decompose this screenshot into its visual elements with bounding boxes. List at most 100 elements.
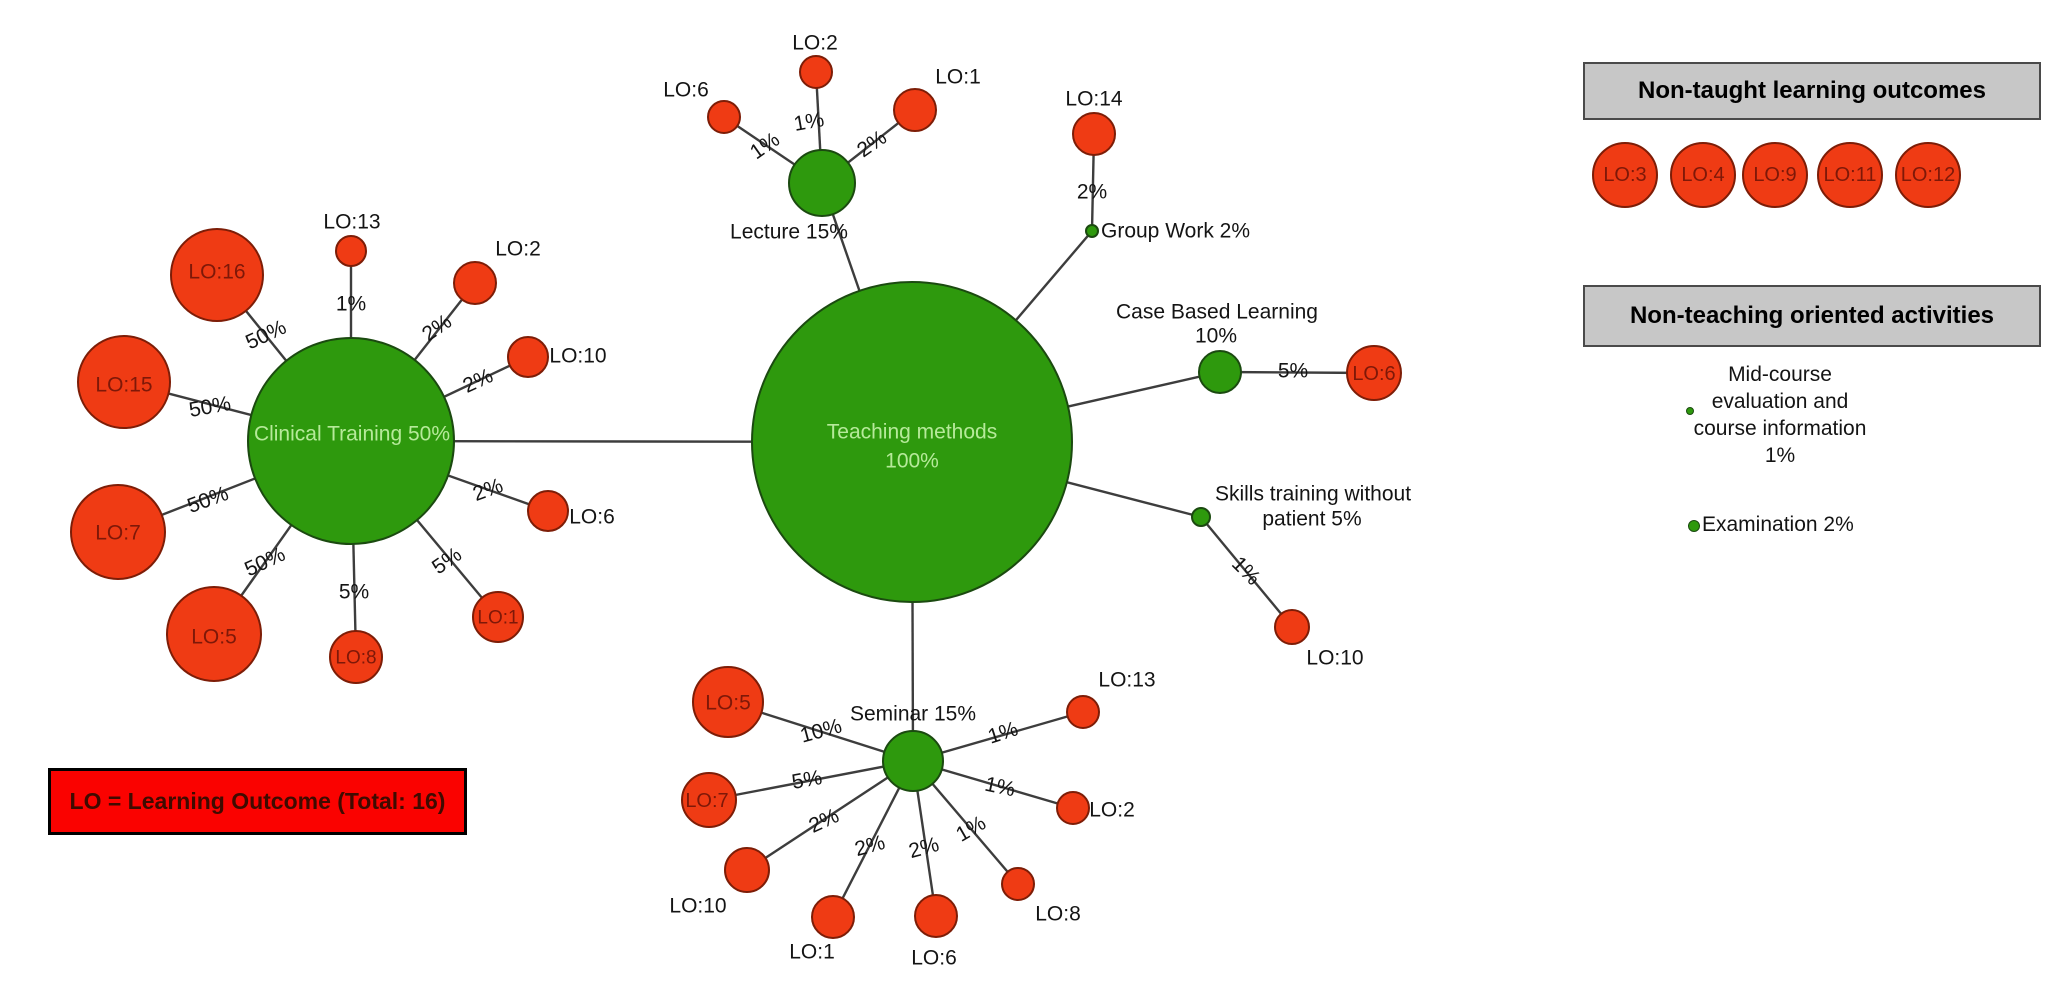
label-ski_lo10: LO:10 [1306,647,1363,670]
node-seminar [882,730,944,792]
label-sem_lo1: LO:1 [789,941,835,964]
node-sem_lo6 [914,894,958,938]
edge-label-seminar-sem_lo2: 1% [983,773,1017,802]
edge-label-clinical-cli_lo15: 50% [187,392,232,422]
edge-label-seminar-sem_lo6: 2% [906,833,941,863]
midcourse-dot [1686,407,1694,415]
edge-label-seminar-sem_lo13: 1% [985,717,1021,748]
node-sem_lo7 [681,772,737,828]
node-sem_lo5 [692,666,764,738]
examination-dot [1688,520,1700,532]
non-taught-circle-lo3: LO:3 [1592,142,1658,208]
label-cli_lo16: LO:16 [188,261,245,284]
edge-label-clinical-cli_lo10: 2% [459,364,496,398]
label-clinical: Clinical Training 50% [254,423,450,446]
node-lecture [788,149,856,217]
node-cli_lo7 [70,484,166,580]
midcourse-label: Mid-course evaluation and course informati… [1640,361,1920,469]
label-lecture: Lecture 15% [730,221,848,244]
node-cli_lo15 [77,335,171,429]
edge-label-skills-ski_lo10: 1% [1227,552,1265,590]
label-cbl-0: Case Based Learning [1116,301,1318,324]
label-sem_lo10: LO:10 [669,895,726,918]
label-seminar: Seminar 15% [850,703,976,726]
node-sem_lo13 [1066,695,1100,729]
edge-label-clinical-cli_lo7: 50% [184,482,231,518]
edge-label-lecture-lec_lo6: 1% [746,128,784,164]
label-cli_lo7: LO:7 [95,522,141,545]
label-cbl-1: 10% [1195,325,1237,348]
non-taught-header: Non-taught learning outcomes [1583,62,2041,120]
non-taught-circle-lo9: LO:9 [1742,142,1808,208]
edge-label-seminar-sem_lo5: 10% [798,714,845,747]
label-sem_lo7: LO:7 [685,790,728,812]
non-teaching-header: Non-teaching oriented activities [1583,285,2041,347]
node-lec_lo1 [893,88,937,132]
label-skills-0: Skills training without [1215,483,1411,506]
label-cli_lo10: LO:10 [549,345,606,368]
node-cli_lo8 [329,630,383,684]
edge-label-lecture-lec_lo2: 1% [792,108,826,136]
label-lec_lo2: LO:2 [792,32,838,55]
node-clinical [247,337,455,545]
edge-label-clinical-cli_lo8: 5% [339,581,369,604]
node-sem_lo1 [811,895,855,939]
label-cli_lo8: LO:8 [335,648,376,669]
edge-label-seminar-sem_lo8: 1% [952,811,990,846]
node-ski_lo10 [1274,609,1310,645]
examination-label: Examination 2% [1702,513,1854,536]
node-sem_lo2 [1056,791,1090,825]
label-lo14: LO:14 [1065,88,1123,111]
edge-seminar-sem_lo10 [746,759,914,872]
label-cli_lo6: LO:6 [569,506,615,529]
label-lec_lo6: LO:6 [663,79,709,102]
node-lo14 [1072,112,1116,156]
non-taught-circle-lo11: LO:11 [1817,142,1883,208]
label-teaching-1: 100% [885,450,939,473]
edge-label-clinical-cli_lo5: 50% [241,543,289,582]
label-sem_lo5: LO:5 [705,692,751,715]
label-sem_lo8: LO:8 [1035,903,1081,926]
label-sem_lo2: LO:2 [1089,799,1135,822]
edge-skills-ski_lo10 [1200,516,1293,628]
midcourse-line: 1% [1764,443,1796,467]
edge-label-seminar-sem_lo10: 2% [805,804,842,838]
node-skills [1191,507,1211,527]
node-cbl_lo6 [1346,345,1402,401]
edge-seminar-sem_lo7 [708,759,914,802]
label-lec_lo1: LO:1 [935,66,981,89]
node-sem_lo8 [1001,867,1035,901]
label-teaching-0: Teaching methods [827,421,997,444]
midcourse-line: course information [1693,416,1867,440]
node-lec_lo2 [799,55,833,89]
node-lec_lo6 [707,100,741,134]
node-groupwork [1085,224,1099,238]
node-cbl [1198,350,1242,394]
edge-label-seminar-sem_lo1: 2% [852,831,887,861]
midcourse-line: Mid-course [1728,362,1832,386]
edge-label-groupwork-lo14: 2% [1077,181,1107,204]
non-taught-circle-lo12: LO:12 [1895,142,1961,208]
label-skills-1: patient 5% [1262,508,1361,531]
midcourse-line: evaluation and [1711,389,1849,413]
label-sem_lo13: LO:13 [1098,669,1155,692]
legend-box: LO = Learning Outcome (Total: 16) [48,768,467,835]
label-cli_lo15: LO:15 [95,374,152,397]
edge-label-cbl-cbl_lo6: 5% [1278,360,1308,383]
node-teaching [751,281,1073,603]
edge-label-seminar-sem_lo7: 5% [790,766,824,794]
node-cli_lo10 [507,336,549,378]
label-cli_lo1: LO:1 [477,608,518,629]
edge-label-clinical-cli_lo13: 1% [336,293,366,316]
node-cli_lo16 [170,228,264,322]
node-cli_lo6 [527,490,569,532]
node-cli_lo13 [335,235,367,267]
edge-label-clinical-cli_lo16: 50% [242,316,290,355]
label-cli_lo13: LO:13 [323,211,380,234]
node-cli_lo2 [453,261,497,305]
label-cli_lo2: LO:2 [495,238,541,261]
label-groupwork: Group Work 2% [1101,220,1250,243]
label-sem_lo6: LO:6 [911,947,957,970]
